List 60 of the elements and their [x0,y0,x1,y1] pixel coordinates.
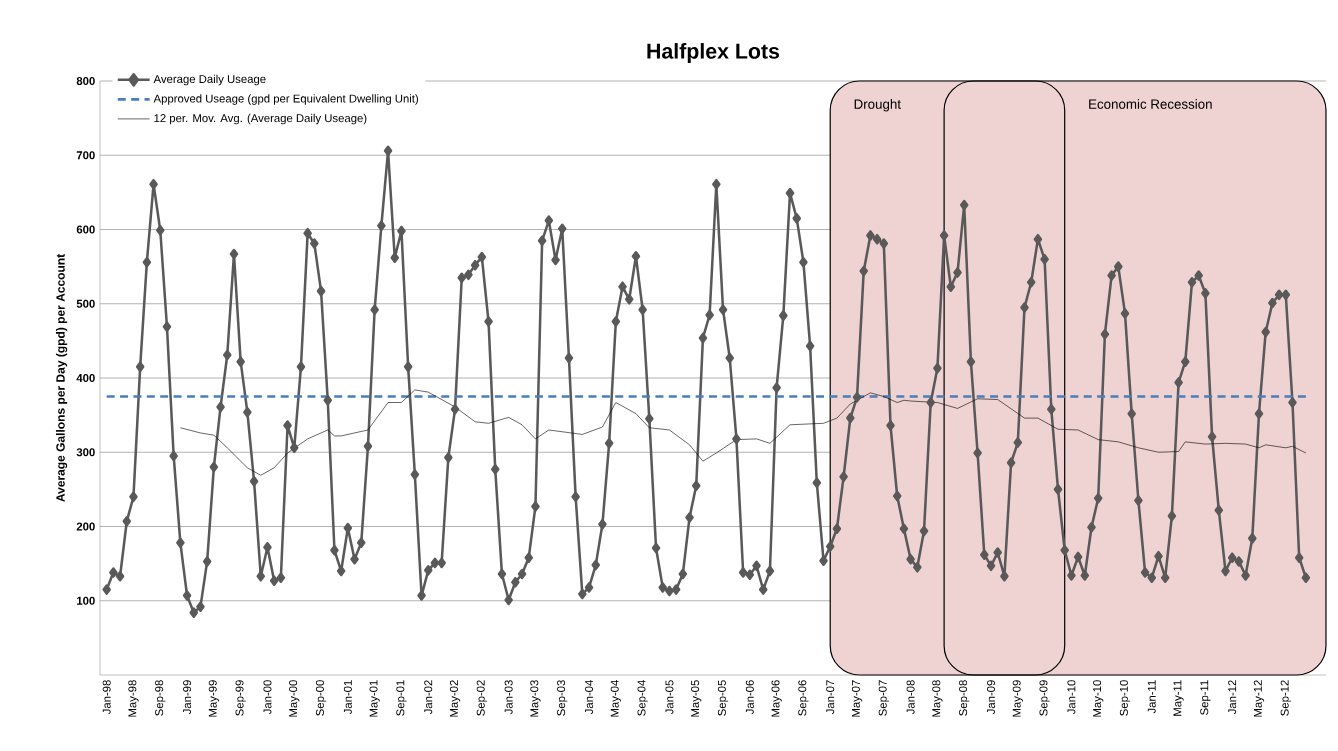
chart-title: Halfplex Lots [647,43,780,63]
x-tick-label: May-04 [610,680,621,717]
x-tick-label: Sep-99 [235,680,246,716]
legend-label: Average Daily Useage [153,74,266,86]
x-tick-label: Sep-04 [637,680,648,716]
x-tick-label: Sep-00 [315,680,327,716]
x-tick-label: Sep-11 [1200,680,1211,715]
y-tick-label: 100 [77,596,95,605]
y-axis-title: Average Gallons per Day (gpd) per Account [55,254,68,502]
x-tick-label: Jan-11 [1147,680,1156,714]
x-tick-label: Jan-12 [1228,680,1237,715]
x-tick-label: Sep-08 [959,680,970,716]
x-tick-label: Jan-08 [906,680,915,715]
x-tick-label: Jan-03 [504,680,513,715]
x-tick-label: May-10 [1093,680,1104,717]
x-tick-label: Sep-01 [396,680,407,716]
x-tick-label: May-98 [128,680,139,717]
band-label: Economic Recession [1089,99,1212,109]
x-tick-label: May-12 [1253,680,1265,717]
x-tick-label: Sep-05 [717,680,729,716]
x-tick-label: May-09 [1012,680,1023,717]
x-tick-label: Jan-02 [424,680,433,715]
x-tick-label: Jan-05 [665,680,674,715]
x-tick-label: Sep-03 [557,680,568,716]
x-tick-label: Jan-00 [263,680,272,715]
legend-label: Approved Useage (gpd per Equivalent Dwelling Unit) [153,94,419,105]
x-tick-label: May-08 [932,680,943,717]
x-tick-label: Sep-02 [476,680,487,716]
x-tick-label: May-99 [208,680,219,717]
y-tick-label: 700 [76,151,95,160]
x-tick-label: Sep-12 [1280,680,1291,716]
x-tick-label: May-06 [771,680,782,717]
y-tick-label: 300 [76,448,95,457]
x-tick-label: Jan-07 [826,680,835,715]
x-tick-label: Sep-06 [798,680,809,716]
x-tick-label: May-02 [449,680,461,717]
x-tick-label: May-00 [289,680,300,717]
x-tick-label: Jan-01 [343,680,352,715]
x-tick-label: Jan-10 [1067,680,1076,715]
x-tick-label: Jan-09 [987,680,996,715]
x-tick-label: May-05 [691,680,702,717]
x-tick-label: May-11 [1173,680,1184,716]
y-tick-label: 600 [76,225,95,234]
y-tick-label: 200 [76,522,95,531]
legend-label: 12 per. Mov. Avg. (Average Daily Useage) [154,113,367,125]
y-tick-label: 400 [76,374,95,383]
x-tick-label: Sep-10 [1119,680,1131,716]
x-tick-label: Sep-98 [155,680,166,716]
x-tick-label: May-07 [851,680,863,717]
y-tick-label: 800 [76,77,95,86]
x-tick-label: Jan-06 [745,680,754,715]
x-tick-label: Jan-04 [585,680,594,715]
x-tick-label: Sep-07 [878,680,889,716]
x-tick-label: Sep-09 [1039,680,1050,716]
y-tick-label: 500 [76,299,95,308]
band-label: Drought [854,99,901,112]
x-tick-label: Jan-99 [183,680,192,715]
x-tick-label: May-03 [530,680,541,717]
x-tick-label: Jan-98 [102,680,111,715]
x-tick-label: May-01 [369,680,380,717]
